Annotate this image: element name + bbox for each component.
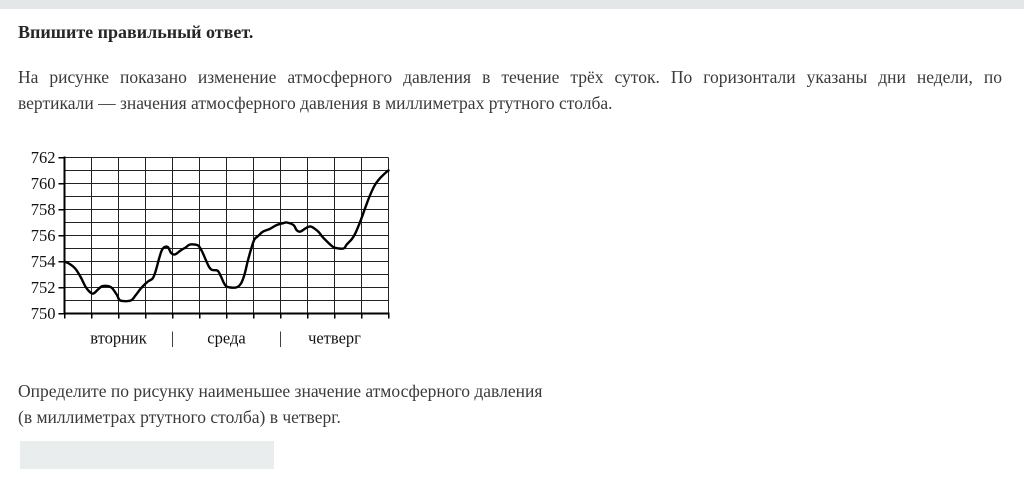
pressure-curve <box>63 169 390 303</box>
chart-figure: 762 760 758 756 754 752 750 вторник среда четверг… <box>31 148 390 348</box>
day-label: среда <box>207 329 246 348</box>
page-title: Впишите правильный ответ. <box>18 22 254 42</box>
chart-grid <box>64 157 389 314</box>
day-label: четверг <box>308 329 361 348</box>
y-tick-label: 752 <box>31 278 56 297</box>
y-tick-label: 754 <box>31 252 56 271</box>
y-tick-label: 762 <box>31 148 56 167</box>
question-text: Определите по рисунку наименьшее значени… <box>18 381 543 427</box>
pressure-chart: 762 760 758 756 754 752 750 вторник среда четверг… <box>24 147 402 355</box>
y-tick-label: 758 <box>31 200 56 219</box>
top-bar <box>0 0 1024 9</box>
day-separator: | <box>171 329 174 348</box>
day-separator: | <box>279 329 282 348</box>
y-tick-label: 756 <box>31 226 56 245</box>
y-tick-label: 750 <box>31 304 56 323</box>
axis-ticks <box>58 156 390 319</box>
day-label: вторник <box>90 329 148 348</box>
y-tick-label: 760 <box>31 174 56 193</box>
task-description-line2: вертикали — значения атмосферного давлен… <box>18 92 613 113</box>
task-description-line1: На рисунке показано изменение атмосферно… <box>18 67 1002 87</box>
answer-input[interactable] <box>20 441 274 469</box>
task-description: На рисунке показано изменение атмосферно… <box>18 65 1002 116</box>
